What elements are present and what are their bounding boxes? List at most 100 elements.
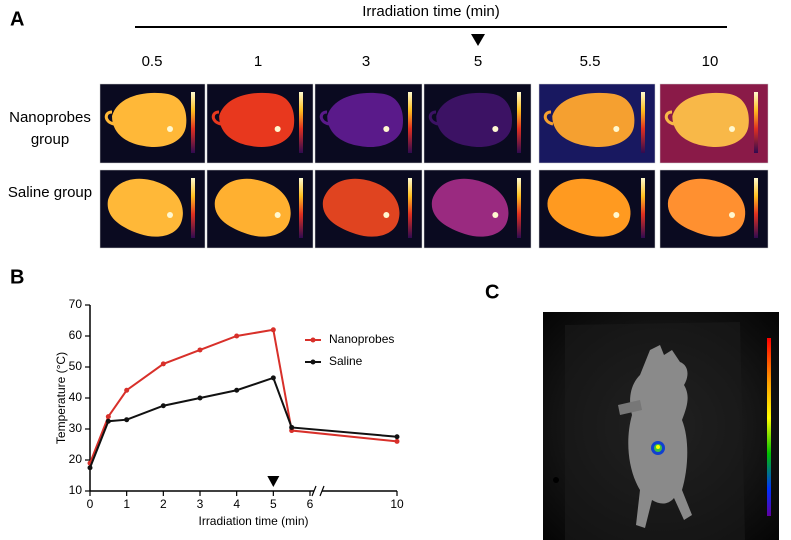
legend-label: Nanoprobes	[329, 332, 394, 346]
line	[89, 328, 398, 464]
colorbar	[408, 92, 412, 153]
mouse	[436, 92, 513, 148]
thermal-cell	[314, 83, 423, 164]
hotspot	[383, 212, 390, 218]
point	[124, 417, 130, 423]
point	[234, 387, 240, 393]
axis-break	[311, 485, 317, 497]
x-axis-label: Irradiation time (min)	[198, 514, 308, 528]
legend-swatch	[310, 359, 316, 365]
hotspot	[167, 126, 173, 132]
legend-swatch	[310, 337, 316, 343]
point	[105, 414, 111, 420]
thermal-cell	[538, 83, 656, 164]
colorbar	[191, 178, 195, 238]
arrowhead	[471, 34, 485, 46]
y-tick-label: 50	[69, 359, 83, 373]
mouse	[322, 178, 400, 237]
tail	[664, 110, 675, 126]
mouse	[431, 178, 509, 237]
colorbar	[517, 178, 521, 238]
mouse	[112, 92, 187, 148]
x-tick-label: 5	[270, 497, 277, 511]
hotspot	[274, 212, 281, 218]
colorbar	[641, 178, 645, 238]
hotspot	[492, 212, 499, 218]
colorbar	[641, 92, 645, 153]
colorbar	[767, 338, 771, 516]
panel-a-title: Irradiation time (min)	[362, 3, 500, 20]
time-label: 5.5	[580, 53, 601, 70]
mouse	[214, 178, 291, 237]
x-tick-label: 10	[390, 497, 404, 511]
hotspot	[729, 126, 735, 132]
colorbar	[517, 92, 521, 153]
mouse	[672, 92, 749, 148]
hotspot	[167, 212, 173, 218]
axis-break	[319, 485, 325, 497]
thermal-cell	[423, 83, 532, 164]
thermal-images	[99, 83, 769, 249]
tail	[104, 110, 115, 126]
thermal-cell	[206, 169, 314, 249]
thermal-cell	[659, 169, 769, 249]
thermal-cell	[423, 169, 532, 249]
y-tick-label: 20	[69, 452, 83, 466]
colorbar	[408, 178, 412, 238]
mouse	[667, 178, 746, 237]
mouse	[547, 178, 631, 237]
mouse-leg	[618, 400, 642, 415]
time-label: 10	[702, 53, 719, 70]
x-tick-label: 2	[160, 497, 167, 511]
hotspot	[613, 126, 620, 132]
arrowhead	[267, 476, 280, 487]
tail	[428, 110, 439, 126]
x-tick-label: 6	[307, 497, 314, 511]
point	[234, 333, 240, 339]
colorbar	[754, 178, 758, 238]
hotspot	[729, 212, 735, 218]
panel-label: A	[10, 8, 24, 30]
thermal-cell	[314, 169, 423, 249]
x-tick-label: 4	[233, 497, 240, 511]
time-label: 0.5	[142, 53, 163, 70]
tail	[543, 110, 554, 126]
y-tick-label: 10	[69, 483, 83, 497]
line	[89, 376, 398, 469]
thermal-cell	[99, 83, 206, 164]
legend-label: Saline	[329, 354, 363, 368]
thermal-cell	[538, 169, 656, 249]
point	[160, 361, 166, 367]
thermal-cell	[659, 83, 769, 164]
point	[394, 434, 400, 440]
panel-label: B	[10, 266, 24, 288]
time-label: 5	[474, 53, 482, 70]
point	[87, 465, 93, 471]
chart: 10 20 30 40 50 60 70 0 1 2 3 4 5 6 10 Irradiation time …	[54, 297, 404, 528]
y-tick-label: 40	[69, 390, 83, 404]
x-tick-label: 1	[123, 497, 130, 511]
point	[105, 418, 111, 424]
mouse	[628, 345, 692, 528]
y-tick-label: 30	[69, 421, 83, 435]
x-tick-label: 0	[87, 497, 94, 511]
time-label: 3	[362, 53, 370, 70]
colorbar	[754, 92, 758, 153]
point	[270, 375, 276, 381]
point	[160, 403, 166, 409]
thermal-cell	[99, 169, 206, 249]
y-tick-label: 60	[69, 328, 83, 342]
colorbar	[191, 92, 195, 153]
time-label: 1	[254, 53, 262, 70]
panel-label: C	[485, 281, 499, 303]
mouse	[107, 178, 183, 237]
point	[289, 424, 295, 430]
group-label: Nanoprobes group	[9, 109, 91, 148]
group-label: Saline group	[7, 184, 93, 201]
hotspot	[274, 126, 281, 132]
y-tick-label: 70	[69, 297, 83, 311]
point	[270, 327, 276, 333]
spot	[553, 477, 559, 483]
